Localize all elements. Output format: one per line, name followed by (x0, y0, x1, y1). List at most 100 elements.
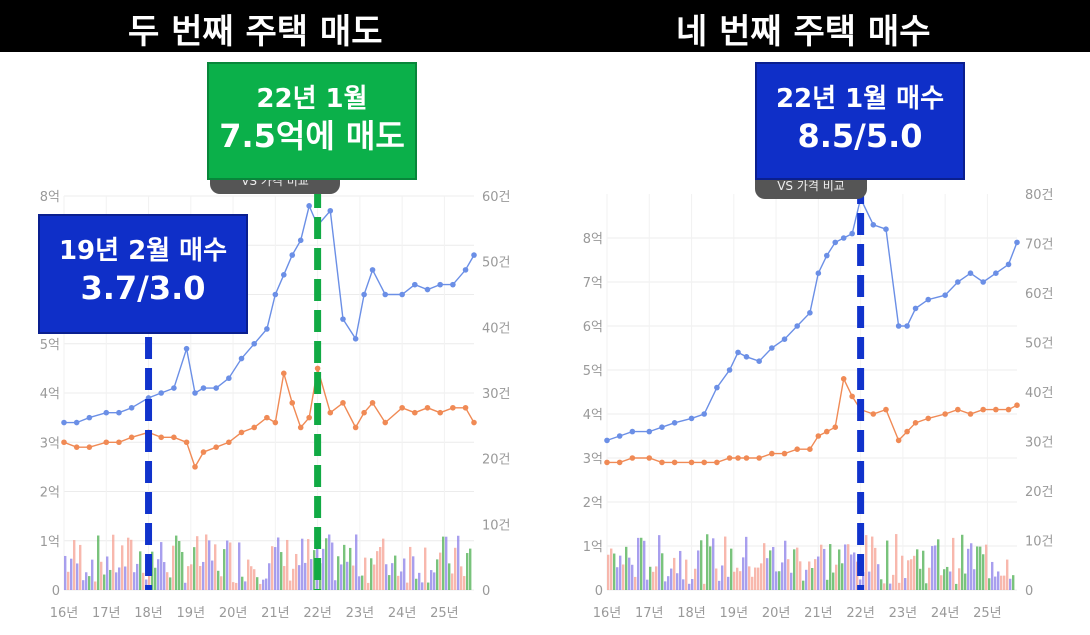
volume-bar (928, 567, 931, 590)
price-point (823, 252, 830, 259)
price-point (701, 411, 708, 417)
jeonse-point (399, 404, 405, 411)
volume-bar (757, 567, 760, 590)
x-tick-label: 19년 (720, 606, 749, 621)
volume-bar (979, 546, 982, 590)
jeonse-point (297, 424, 304, 431)
volume-bar (442, 536, 445, 590)
volume-bar (112, 534, 115, 590)
price-point (272, 291, 279, 298)
x-tick-label: 17년 (92, 606, 121, 621)
jeonse-point (756, 455, 762, 461)
volume-bar (133, 572, 136, 590)
jeonse-point (993, 406, 999, 413)
jeonse-point (280, 370, 287, 377)
price-point (297, 237, 304, 244)
price-point (794, 323, 801, 329)
jeonse-point (807, 446, 813, 453)
volume-bar (838, 549, 841, 590)
x-tick-label: 22년 (303, 606, 332, 621)
volume-bar (1003, 575, 1006, 590)
volume-bar (340, 564, 343, 590)
volume-bar (871, 536, 874, 590)
volume-bar (808, 561, 811, 590)
jeonse-point (200, 449, 207, 455)
jeonse-point (629, 455, 636, 461)
volume-bar (433, 572, 436, 590)
y-tick-label-right: 30건 (482, 387, 511, 402)
y-tick-label-left: 7억 (583, 276, 603, 291)
volume-bar (724, 536, 727, 590)
volume-bar (436, 559, 439, 590)
volume-bar (373, 564, 376, 590)
price-point (815, 270, 822, 276)
volume-bar (706, 534, 709, 590)
volume-bar (946, 566, 949, 590)
volume-bar (199, 566, 202, 590)
jeonse-point (412, 409, 418, 416)
volume-bar (445, 536, 448, 590)
price-point (714, 384, 720, 391)
price-point (369, 267, 376, 273)
volume-bar (835, 564, 838, 590)
jeonse-point (849, 393, 855, 400)
volume-bar (208, 540, 211, 590)
volume-bar (400, 571, 403, 590)
volume-bar (973, 569, 976, 590)
x-tick-label: 18년 (677, 606, 706, 621)
right-title: 네 번째 주택 매수 (676, 12, 931, 52)
volume-bar (91, 559, 94, 590)
y-tick-label-left: 1억 (583, 540, 603, 555)
volume-bar (913, 555, 916, 590)
volume-bar (460, 566, 463, 590)
right-chart-panel: 0 1억 2억 3억 4억 5억 6억 7억 8억 0 10건 20건 30건 40건 50건 60건 70건 8… (545, 52, 1090, 635)
volume-bar (685, 559, 688, 590)
volume-bar (415, 578, 418, 590)
buy-callout-line1: 19년 2월 매수 (58, 236, 228, 266)
volume-bar (67, 571, 70, 590)
jeonse-point (382, 419, 389, 426)
price-point (352, 336, 359, 342)
jeonse-point (942, 411, 948, 417)
price-point (200, 385, 207, 391)
volume-bar (100, 561, 103, 590)
volume-bar (709, 546, 712, 590)
y-tick-label-right: 10건 (1025, 535, 1054, 550)
jeonse-point (870, 411, 877, 417)
jeonse-point (604, 459, 610, 466)
price-point (883, 226, 889, 232)
volume-bar (232, 582, 235, 590)
y-tick-label-left: 2억 (583, 496, 603, 511)
volume-bar (469, 548, 472, 590)
jeonse-point (967, 411, 974, 417)
volume-bar (379, 547, 382, 590)
volume-bar (916, 549, 919, 590)
volume-bar (196, 536, 199, 590)
volume-bar (103, 574, 106, 590)
volume-bar (799, 561, 802, 590)
price-point (904, 323, 910, 329)
price-point (192, 390, 198, 396)
volume-bar (214, 544, 217, 590)
price-point (840, 235, 847, 241)
volume-bar (961, 534, 964, 590)
jeonse-point (794, 446, 801, 453)
volume-bar (742, 557, 745, 590)
volume-bar (346, 561, 349, 590)
y-tick-label-left: 1억 (40, 535, 60, 550)
volume-bar (694, 568, 697, 590)
volume-bar (805, 569, 808, 590)
volume-bar (454, 547, 457, 590)
volume-bar (88, 576, 91, 590)
price-point (807, 310, 813, 316)
volume-bar (271, 546, 274, 590)
jeonse-point (781, 450, 788, 457)
price-point (61, 419, 67, 426)
volume-bar (802, 580, 805, 590)
x-tick-label: 22년 (846, 606, 875, 621)
price-point (726, 367, 733, 373)
jeonse-point (226, 439, 232, 446)
volume-bar (760, 563, 763, 590)
jeonse-point (73, 444, 80, 450)
compare-tag[interactable]: VS 가격 비교 (755, 177, 867, 199)
